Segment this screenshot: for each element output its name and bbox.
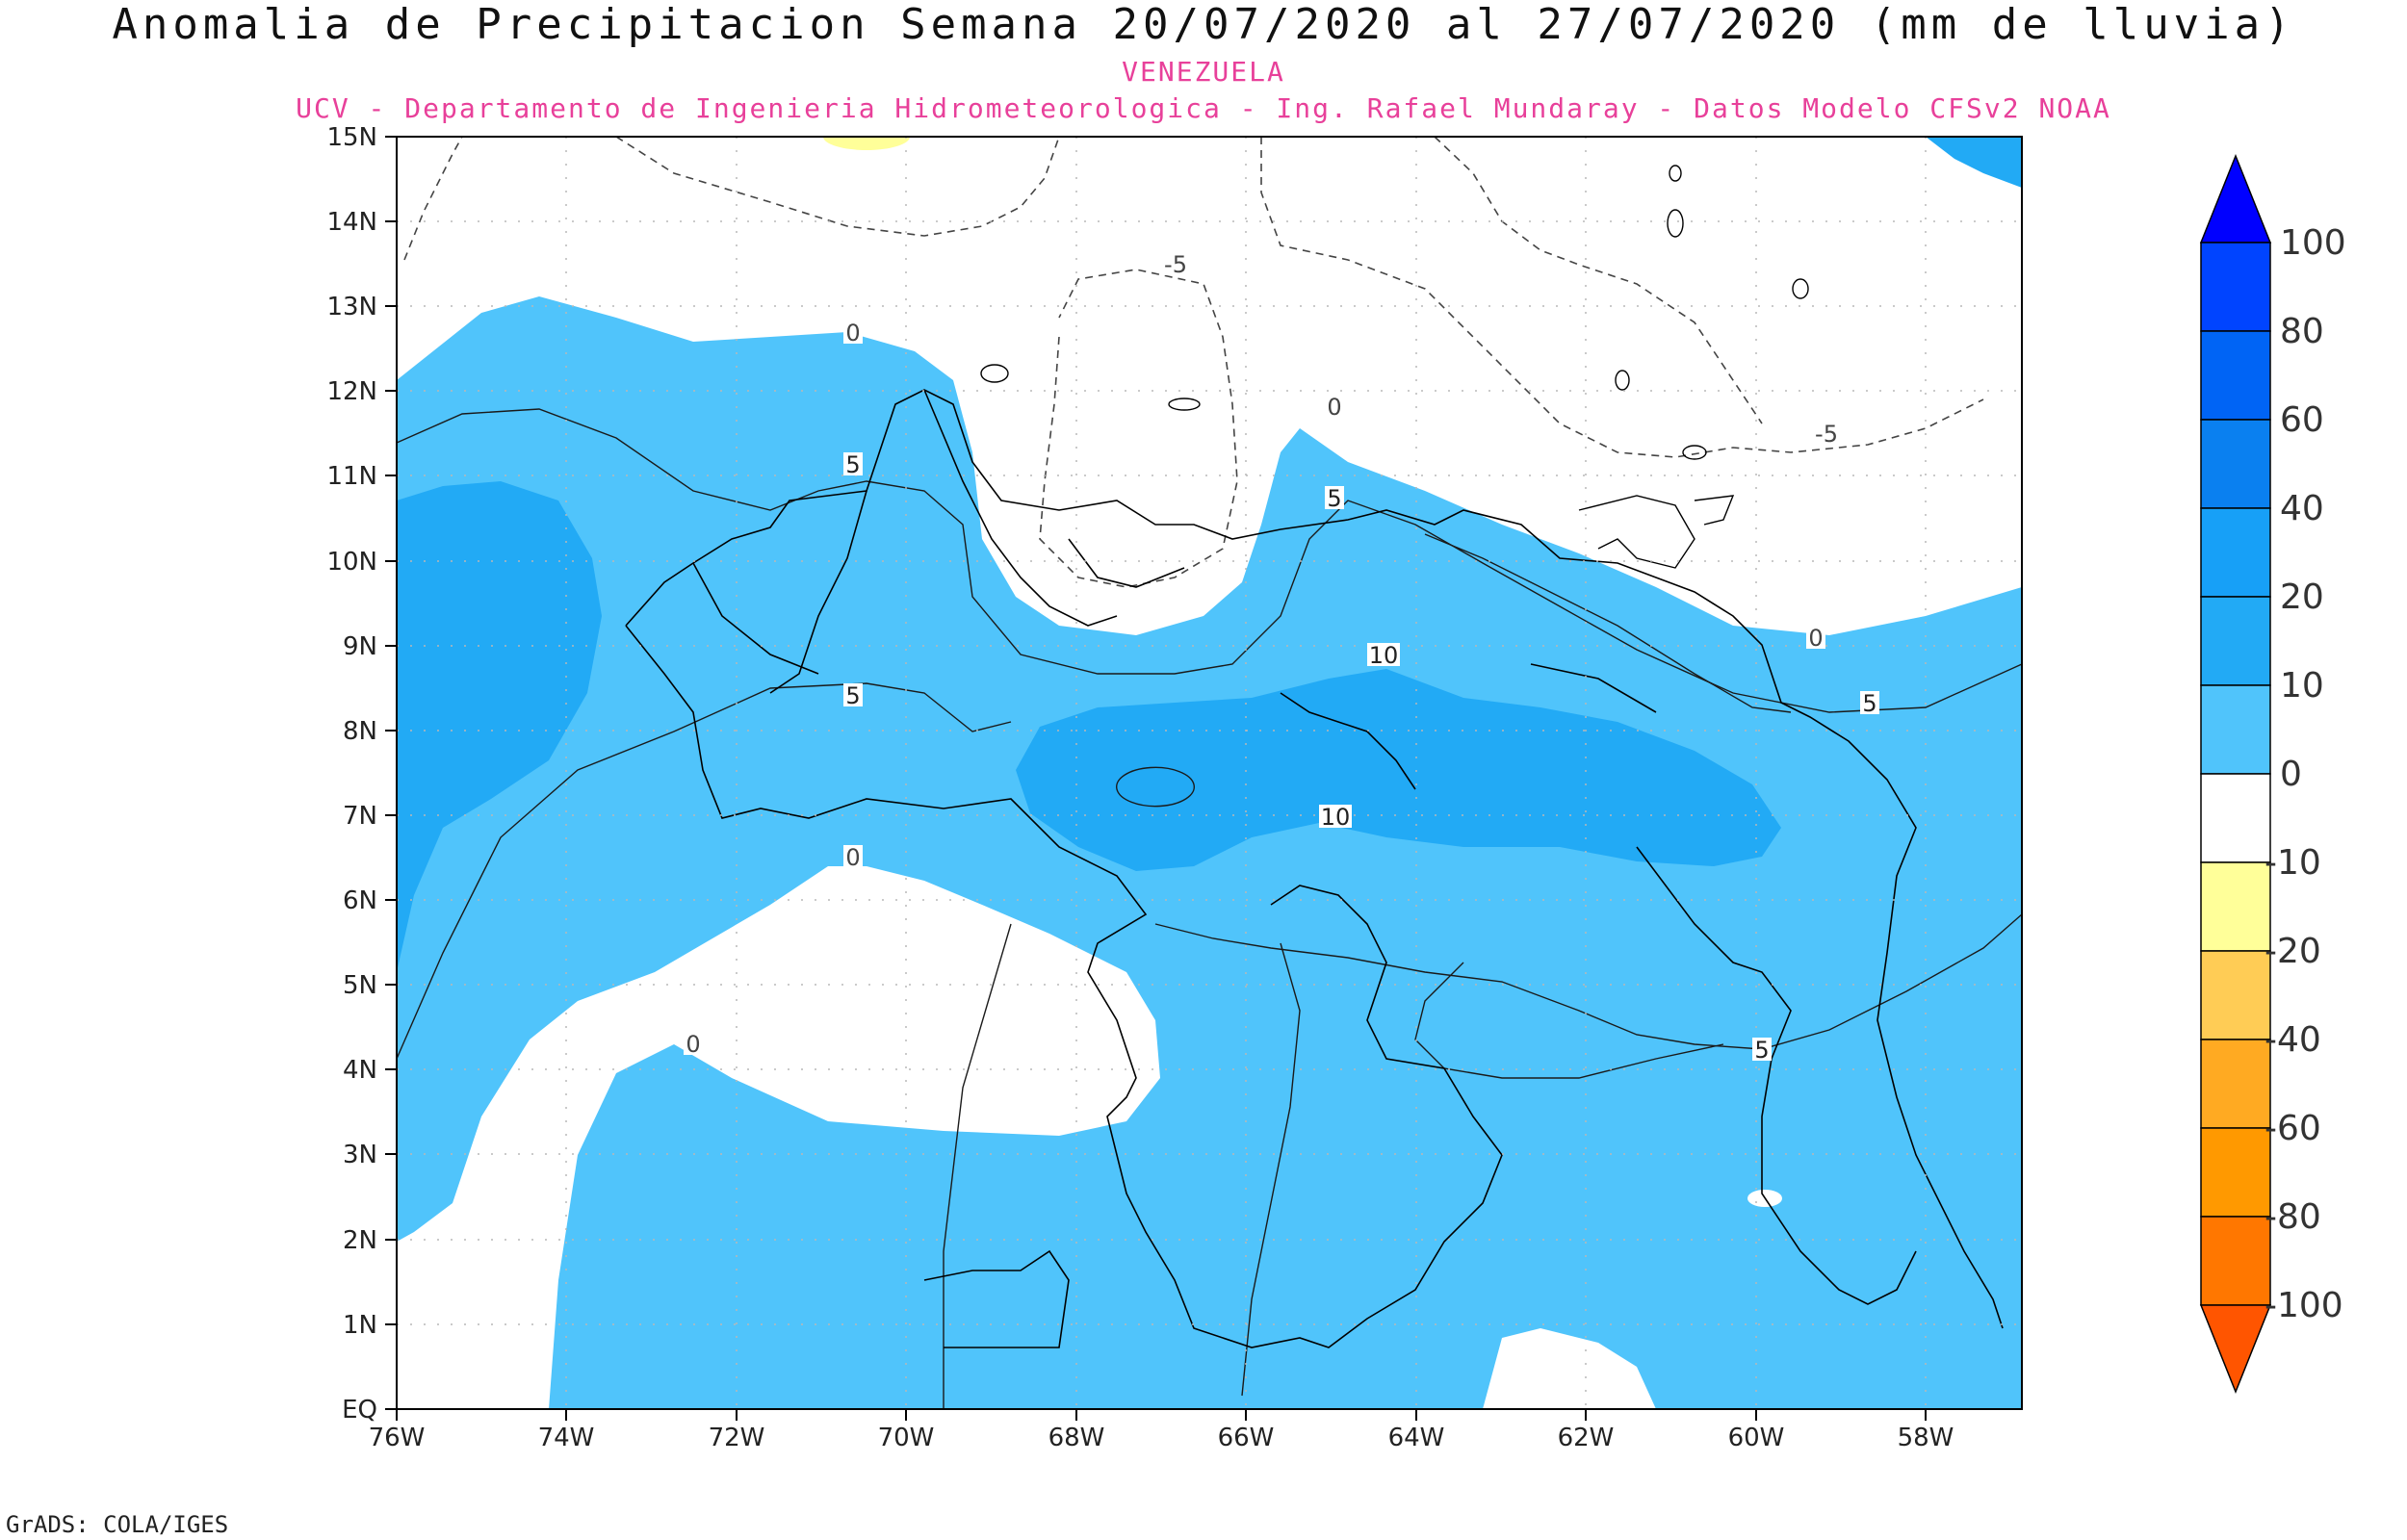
colorbar-bottom-arrow bbox=[2199, 1304, 2272, 1395]
plot-frame bbox=[396, 136, 2023, 1410]
map-plot-area: 0 0 0 0 0 5 5 5 5 5 10 10 -5 -5 bbox=[397, 137, 2022, 1409]
colorbar-label: 40 bbox=[2280, 489, 2324, 528]
lat-label: 13N bbox=[326, 293, 377, 321]
colorbar-segment bbox=[2200, 596, 2271, 686]
colorbar-segment bbox=[2200, 1039, 2271, 1129]
colorbar-label: -10 bbox=[2265, 843, 2321, 883]
lat-label: 2N bbox=[343, 1226, 377, 1255]
contour-label: -5 bbox=[1164, 251, 1187, 278]
contour-label: 0 bbox=[686, 1031, 700, 1058]
colorbar bbox=[2199, 153, 2272, 1395]
islands bbox=[980, 165, 1809, 569]
colorbar-segment bbox=[2200, 330, 2271, 421]
contour-label: 5 bbox=[845, 682, 860, 709]
colorbar-segment bbox=[2200, 861, 2271, 952]
colorbar-label: -100 bbox=[2265, 1286, 2343, 1325]
credit-subtitle: UCV - Departamento de Ingenieria Hidrome… bbox=[296, 92, 2111, 124]
colorbar-labels: 100 80 60 40 20 10 0 -10 -20 -40 -60 -80… bbox=[2265, 223, 2346, 1325]
colorbar-segment bbox=[2200, 1127, 2271, 1218]
shade-10-20-northeast bbox=[1926, 137, 2022, 188]
colorbar-label: 10 bbox=[2280, 666, 2324, 706]
lat-label: 1N bbox=[343, 1311, 377, 1340]
colorbar-segment bbox=[2200, 684, 2271, 775]
contour-label: 5 bbox=[845, 451, 860, 478]
colorbar-label: 80 bbox=[2280, 312, 2324, 351]
lon-label: 70W bbox=[878, 1424, 935, 1452]
colorbar-label: -20 bbox=[2265, 932, 2321, 971]
coastlines-borders bbox=[625, 389, 2004, 1348]
colorbar-label: -40 bbox=[2265, 1020, 2321, 1060]
contour-label: 5 bbox=[1327, 485, 1341, 512]
lat-label: 14N bbox=[326, 208, 377, 237]
lon-label: 66W bbox=[1218, 1424, 1275, 1452]
lat-label: 8N bbox=[343, 717, 377, 746]
lon-label: 62W bbox=[1558, 1424, 1615, 1452]
contour-label: -5 bbox=[1815, 421, 1838, 448]
lon-labels: 76W 74W 72W 70W 68W 66W 64W 62W 60W 58W bbox=[369, 1424, 1954, 1452]
contour-label: 0 bbox=[845, 844, 860, 871]
shade-10-20-west bbox=[397, 481, 602, 972]
colorbar-label: 60 bbox=[2280, 400, 2324, 440]
grid-lines bbox=[397, 137, 2022, 1409]
colorbar-segment bbox=[2200, 1216, 2271, 1306]
colorbar-label: -80 bbox=[2265, 1197, 2321, 1237]
lon-ticks bbox=[396, 1409, 1927, 1421]
colorbar-segment bbox=[2200, 419, 2271, 509]
contour-label: 0 bbox=[845, 320, 860, 346]
colorbar-segment bbox=[2200, 242, 2271, 332]
colorbar-label: 0 bbox=[2280, 755, 2302, 794]
contour-label-group: 0 0 0 0 0 5 5 5 5 5 10 10 -5 -5 bbox=[684, 251, 1879, 1064]
lat-label: 10N bbox=[326, 548, 377, 577]
lon-label: 68W bbox=[1048, 1424, 1105, 1452]
contour-label: 5 bbox=[1862, 690, 1876, 717]
lat-label: 5N bbox=[343, 971, 377, 1000]
shade-10-20-central bbox=[1016, 669, 1781, 871]
lon-label: 58W bbox=[1898, 1424, 1954, 1452]
lon-label: 76W bbox=[369, 1424, 426, 1452]
contour-label: 0 bbox=[1808, 625, 1823, 652]
colorbar-label: 20 bbox=[2280, 578, 2324, 617]
contour-lines bbox=[397, 408, 2022, 1409]
lat-label: 3N bbox=[343, 1141, 377, 1169]
contour-label: 5 bbox=[1754, 1037, 1769, 1064]
contour-label: 0 bbox=[1327, 394, 1341, 421]
lat-label: 4N bbox=[343, 1056, 377, 1085]
lat-label: 9N bbox=[343, 632, 377, 661]
lat-label: 15N bbox=[326, 123, 377, 152]
lon-label: 64W bbox=[1388, 1424, 1445, 1452]
lat-label: 12N bbox=[326, 377, 377, 406]
lat-label: 6N bbox=[343, 886, 377, 915]
contour-label: 10 bbox=[1369, 642, 1399, 669]
grads-credit: GrADS: COLA/IGES bbox=[6, 1511, 229, 1538]
lat-ticks bbox=[385, 136, 397, 1410]
lon-label: 60W bbox=[1728, 1424, 1785, 1452]
colorbar-segment bbox=[2200, 773, 2271, 863]
lon-label: 72W bbox=[709, 1424, 765, 1452]
contour-label: 10 bbox=[1321, 804, 1351, 831]
region-subtitle: VENEZUELA bbox=[1122, 56, 1285, 88]
lat-label: EQ bbox=[342, 1396, 377, 1424]
lat-label: 11N bbox=[326, 462, 377, 491]
colorbar-segment bbox=[2200, 950, 2271, 1040]
colorbar-label: 100 bbox=[2280, 223, 2346, 263]
lat-label: 7N bbox=[343, 802, 377, 831]
colorbar-segment bbox=[2200, 507, 2271, 598]
lon-label: 74W bbox=[538, 1424, 595, 1452]
negative-10-patch bbox=[823, 137, 910, 150]
colorbar-top-arrow bbox=[2199, 153, 2272, 244]
colorbar-label: -60 bbox=[2265, 1109, 2321, 1148]
chart-title: Anomalia de Precipitacion Semana 20/07/2… bbox=[112, 0, 2295, 49]
lat-labels: 15N 14N 13N 12N 11N 10N 9N 8N 7N 6N 5N 4… bbox=[326, 123, 377, 1424]
dashed-contours bbox=[403, 137, 1984, 588]
